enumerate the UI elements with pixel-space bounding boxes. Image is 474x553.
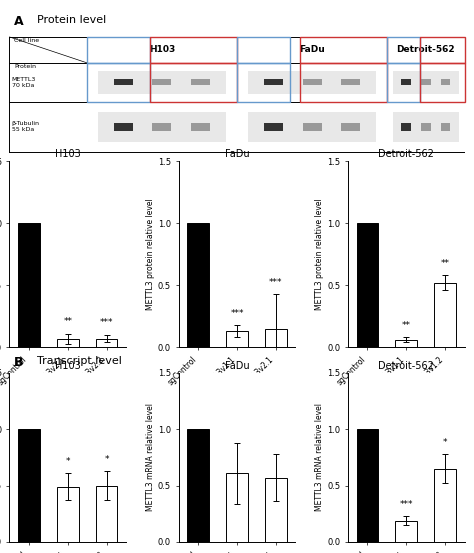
Bar bbox=[441, 123, 450, 131]
Bar bbox=[401, 123, 411, 131]
Text: Protein: Protein bbox=[14, 64, 36, 69]
Bar bbox=[395, 520, 417, 542]
Bar bbox=[356, 429, 378, 542]
Y-axis label: METTL3 mRNA relative level: METTL3 mRNA relative level bbox=[146, 403, 155, 512]
Bar bbox=[387, 63, 419, 102]
Text: β-Tubulin
55 kDa: β-Tubulin 55 kDa bbox=[12, 122, 40, 132]
Bar bbox=[265, 478, 287, 542]
Bar bbox=[341, 79, 360, 85]
Text: *: * bbox=[65, 457, 70, 466]
Bar bbox=[114, 79, 133, 85]
Bar bbox=[441, 79, 450, 85]
Bar bbox=[300, 63, 387, 102]
Bar bbox=[152, 123, 172, 131]
Bar bbox=[401, 79, 411, 85]
Bar bbox=[191, 123, 210, 131]
Bar bbox=[87, 37, 150, 63]
Text: *: * bbox=[104, 455, 109, 464]
Text: ***: *** bbox=[100, 319, 113, 327]
Bar bbox=[150, 37, 237, 63]
Bar bbox=[96, 338, 118, 347]
Title: H103: H103 bbox=[55, 149, 81, 159]
Text: ***: *** bbox=[269, 278, 283, 286]
Bar bbox=[237, 37, 290, 63]
Text: Detroit-562: Detroit-562 bbox=[397, 45, 455, 54]
Bar bbox=[302, 79, 322, 85]
Bar bbox=[57, 487, 79, 542]
Text: METTL3
70 kDa: METTL3 70 kDa bbox=[12, 77, 36, 87]
Bar bbox=[387, 37, 419, 63]
Text: B: B bbox=[14, 356, 24, 369]
Bar bbox=[248, 112, 376, 142]
Text: ***: *** bbox=[230, 309, 244, 317]
Bar bbox=[98, 112, 226, 142]
Title: H103: H103 bbox=[55, 361, 81, 371]
Title: FaDu: FaDu bbox=[225, 149, 249, 159]
Bar bbox=[393, 71, 459, 94]
Bar bbox=[393, 112, 459, 142]
Bar bbox=[341, 123, 360, 131]
Text: ***: *** bbox=[400, 500, 413, 509]
Y-axis label: METTL3 protein relative level: METTL3 protein relative level bbox=[146, 199, 155, 310]
Text: **: ** bbox=[440, 259, 449, 268]
Bar bbox=[419, 37, 465, 63]
Bar bbox=[264, 79, 283, 85]
Text: *: * bbox=[443, 438, 447, 447]
Title: Detroit-562: Detroit-562 bbox=[378, 361, 434, 371]
Y-axis label: METTL3 protein relative level: METTL3 protein relative level bbox=[315, 199, 324, 310]
Y-axis label: METTL3 mRNA relative level: METTL3 mRNA relative level bbox=[315, 403, 324, 512]
Bar bbox=[96, 486, 118, 542]
Text: Cell line: Cell line bbox=[14, 38, 39, 43]
Bar bbox=[150, 63, 237, 102]
Bar bbox=[356, 223, 378, 347]
Bar bbox=[98, 71, 226, 94]
Bar bbox=[152, 79, 172, 85]
Bar bbox=[302, 123, 322, 131]
Text: Protein level: Protein level bbox=[37, 15, 106, 25]
Bar bbox=[421, 79, 431, 85]
Bar bbox=[264, 123, 283, 131]
Bar bbox=[419, 63, 465, 102]
Bar bbox=[226, 473, 248, 542]
Bar bbox=[114, 123, 133, 131]
Bar bbox=[434, 468, 456, 542]
Bar bbox=[237, 63, 290, 102]
Text: **: ** bbox=[64, 317, 73, 326]
Title: Detroit-562: Detroit-562 bbox=[378, 149, 434, 159]
Bar bbox=[187, 223, 209, 347]
Bar bbox=[248, 71, 376, 94]
Bar bbox=[395, 340, 417, 347]
Bar bbox=[18, 429, 40, 542]
Bar bbox=[300, 37, 387, 63]
Bar bbox=[226, 331, 248, 347]
Text: H103: H103 bbox=[149, 45, 175, 54]
Bar bbox=[265, 328, 287, 347]
Text: A: A bbox=[14, 15, 24, 28]
Text: Transcript level: Transcript level bbox=[37, 356, 122, 366]
Title: FaDu: FaDu bbox=[225, 361, 249, 371]
Bar bbox=[57, 338, 79, 347]
Text: **: ** bbox=[401, 321, 410, 330]
Bar bbox=[191, 79, 210, 85]
Bar bbox=[434, 283, 456, 347]
Bar bbox=[187, 429, 209, 542]
Bar bbox=[421, 123, 431, 131]
Bar bbox=[87, 63, 150, 102]
Bar bbox=[18, 223, 40, 347]
Text: FaDu: FaDu bbox=[299, 45, 325, 54]
